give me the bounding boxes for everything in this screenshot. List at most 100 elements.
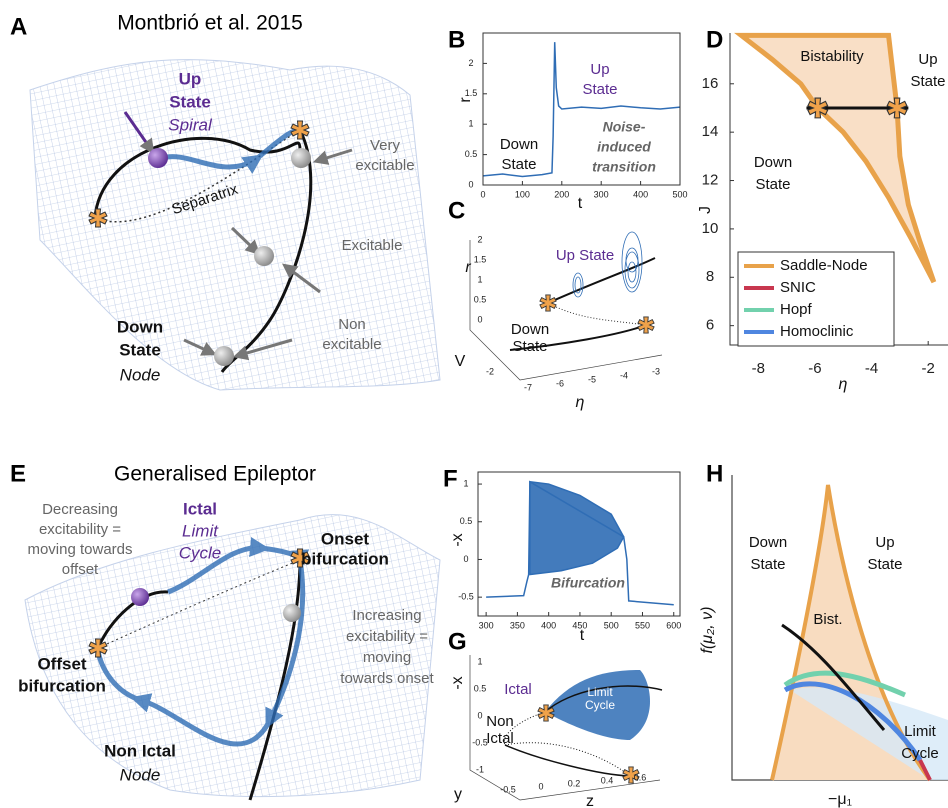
y-tick-label: 16 bbox=[702, 75, 719, 92]
label: Excitable bbox=[342, 237, 403, 254]
label: Down bbox=[117, 317, 163, 336]
label: -5 bbox=[588, 374, 596, 384]
label: 1 bbox=[477, 656, 482, 666]
x-tick-label: 550 bbox=[635, 620, 650, 630]
label: Limit bbox=[587, 685, 613, 699]
label: State bbox=[910, 73, 945, 90]
label: Down bbox=[749, 534, 787, 551]
x-tick-label: 200 bbox=[554, 189, 569, 199]
label: -x bbox=[449, 676, 466, 689]
label: -4 bbox=[620, 370, 628, 380]
label: Node bbox=[120, 765, 161, 784]
label: bifurcation bbox=[18, 676, 106, 695]
label: Up bbox=[590, 61, 609, 78]
label: C bbox=[448, 197, 465, 224]
label: induced bbox=[597, 139, 651, 155]
y-tick-label: -0.5 bbox=[458, 592, 474, 602]
x-axis-label: η bbox=[839, 376, 848, 393]
y-tick-label: 10 bbox=[702, 220, 719, 237]
x-tick-label: 100 bbox=[515, 189, 530, 199]
y-tick-label: 1 bbox=[468, 119, 473, 129]
label: z bbox=[586, 793, 594, 808]
label: Cycle bbox=[901, 745, 939, 762]
label: excitability = bbox=[39, 521, 121, 538]
label: Up State bbox=[556, 247, 614, 264]
label: Decreasing bbox=[42, 501, 118, 518]
y-axis-label: J bbox=[697, 206, 714, 214]
panel-label: B bbox=[448, 26, 465, 53]
x-tick-label: 300 bbox=[594, 189, 609, 199]
label: G bbox=[448, 628, 467, 655]
label: η bbox=[576, 394, 585, 411]
label: Ictal bbox=[486, 730, 514, 747]
label: transition bbox=[592, 159, 656, 175]
x-tick-label: -8 bbox=[752, 360, 765, 377]
label: 1.5 bbox=[474, 254, 487, 264]
label: Limit bbox=[182, 521, 219, 540]
label: 0.5 bbox=[474, 294, 487, 304]
label: 0.5 bbox=[474, 683, 487, 693]
y-tick-label: 1 bbox=[463, 478, 468, 488]
legend-label: Hopf bbox=[780, 301, 813, 318]
label: -1 bbox=[476, 764, 484, 774]
legend-label: Saddle-Node bbox=[780, 257, 868, 274]
label: moving bbox=[363, 649, 411, 666]
y-tick-label: 2 bbox=[468, 58, 473, 68]
label: V bbox=[455, 353, 466, 370]
y-tick-label: 1.5 bbox=[465, 88, 478, 98]
label: Generalised Epileptor bbox=[114, 463, 316, 486]
label: Non Ictal bbox=[104, 741, 176, 760]
label: Limit bbox=[904, 723, 937, 740]
label: 2 bbox=[477, 234, 482, 244]
legend-label: Homoclinic bbox=[780, 323, 854, 340]
label: Ictal bbox=[183, 499, 217, 518]
panel-label: F bbox=[443, 465, 458, 492]
label: H bbox=[706, 460, 723, 487]
label: A bbox=[10, 13, 27, 40]
x-tick-label: 400 bbox=[541, 620, 556, 630]
label: Up bbox=[179, 69, 202, 88]
y-tick-label: 0 bbox=[463, 554, 468, 564]
x-tick-label: 0 bbox=[480, 189, 485, 199]
label: 0 bbox=[477, 710, 482, 720]
label: Up bbox=[875, 534, 894, 551]
x-axis-label: t bbox=[580, 627, 585, 644]
label: State bbox=[867, 556, 902, 573]
label: 1 bbox=[477, 274, 482, 284]
label: Onset bbox=[321, 529, 370, 548]
x-tick-label: -4 bbox=[865, 360, 878, 377]
label: Cycle bbox=[179, 543, 222, 562]
label: 0 bbox=[538, 781, 543, 791]
label: Non bbox=[338, 316, 366, 333]
label: Offset bbox=[37, 654, 86, 673]
label: Node bbox=[120, 365, 161, 384]
panel-label: D bbox=[706, 26, 723, 53]
y-axis-label: -x bbox=[449, 533, 466, 546]
label: State bbox=[169, 92, 211, 111]
label: Montbrió et al. 2015 bbox=[117, 12, 303, 35]
label: Cycle bbox=[585, 698, 615, 712]
label: towards onset bbox=[340, 670, 434, 687]
label: Up bbox=[918, 51, 937, 68]
label: -7 bbox=[524, 382, 532, 392]
label: E bbox=[10, 460, 26, 487]
label: offset bbox=[62, 561, 99, 578]
label: 0.4 bbox=[601, 775, 614, 785]
label: −μ₁ bbox=[828, 791, 852, 808]
label: Down bbox=[754, 154, 792, 171]
x-tick-label: 300 bbox=[479, 620, 494, 630]
y-tick-label: 6 bbox=[706, 317, 714, 334]
label: Down bbox=[500, 136, 538, 153]
label: Noise- bbox=[603, 119, 646, 135]
label: 0.6 bbox=[634, 772, 647, 782]
x-tick-label: -6 bbox=[808, 360, 821, 377]
legend-label: SNIC bbox=[780, 279, 816, 296]
label: excitable bbox=[355, 157, 414, 174]
label: Very bbox=[370, 137, 401, 154]
label: Spiral bbox=[168, 115, 213, 134]
label: -6 bbox=[556, 378, 564, 388]
label: excitability = bbox=[346, 628, 428, 645]
label: State bbox=[501, 156, 536, 173]
label: moving towards bbox=[27, 541, 132, 558]
label: State bbox=[582, 81, 617, 98]
